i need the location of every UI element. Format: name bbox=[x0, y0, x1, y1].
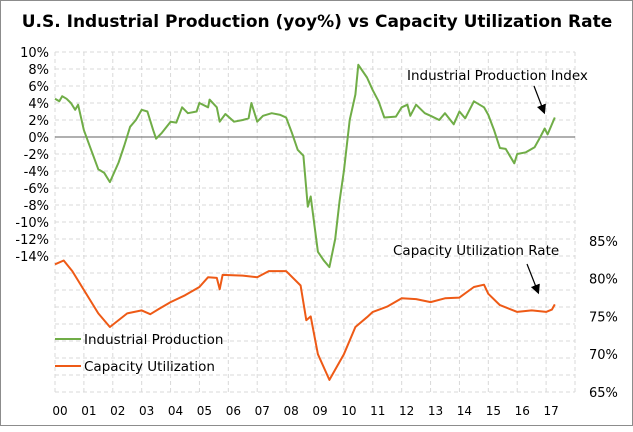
x-axis-tick-label: 06 bbox=[226, 404, 241, 418]
series-capacity-utilization bbox=[54, 259, 556, 381]
right-axis-tick-label: 75% bbox=[589, 310, 618, 325]
legend: Industrial Production Capacity Utilizati… bbox=[55, 332, 223, 375]
left-axis-tick-label: 10% bbox=[20, 46, 49, 61]
x-axis-tick-label: 09 bbox=[312, 404, 327, 418]
annotation-capacity-utilization: Capacity Utilization Rate bbox=[393, 243, 559, 259]
x-axis-tick-label: 12 bbox=[399, 404, 414, 418]
x-axis-tick-label: 02 bbox=[110, 404, 125, 418]
left-axis-tick-label: 4% bbox=[28, 97, 49, 112]
x-axis-tick-label: 10 bbox=[341, 404, 356, 418]
annotation-arrow-ip bbox=[533, 85, 546, 115]
left-axis-tick-label: 0% bbox=[28, 131, 49, 146]
x-axis-tick-label: 14 bbox=[457, 404, 472, 418]
series-industrial-production bbox=[54, 63, 556, 269]
left-axis-tick-label: -12% bbox=[15, 233, 49, 248]
left-axis-tick-label: -4% bbox=[24, 165, 49, 180]
legend-label-cu: Capacity Utilization bbox=[84, 359, 215, 375]
annotation-industrial-production: Industrial Production Index bbox=[407, 68, 588, 84]
x-axis-tick-label: 08 bbox=[283, 404, 298, 418]
x-axis-tick-label: 05 bbox=[197, 404, 212, 418]
x-axis-tick-label: 01 bbox=[81, 404, 96, 418]
x-axis-tick-label: 15 bbox=[486, 404, 501, 418]
left-axis-tick-label: -6% bbox=[24, 182, 49, 197]
left-axis-tick-label: 2% bbox=[28, 114, 49, 129]
right-axis-tick-label: 70% bbox=[589, 348, 618, 363]
x-axis-tick-label: 03 bbox=[139, 404, 154, 418]
x-axis-tick-label: 00 bbox=[52, 404, 67, 418]
left-axis-tick-label: -10% bbox=[15, 216, 49, 231]
right-axis-tick-label: 85% bbox=[589, 235, 618, 250]
left-axis-tick-label: -8% bbox=[24, 199, 49, 214]
x-axis-tick-label: 17 bbox=[543, 404, 558, 418]
annotation-arrow-cu bbox=[526, 263, 540, 295]
axes: 10% 8% 6% 4% 2% 0% -2% -4% -6% -8% -10% -12% -14% 85%… bbox=[15, 46, 618, 418]
series-lines bbox=[54, 63, 556, 381]
left-axis-tick-label: 8% bbox=[28, 63, 49, 78]
left-axis-tick-label: 6% bbox=[28, 80, 49, 95]
x-axis-tick-label: 11 bbox=[370, 404, 385, 418]
chart-title: U.S. Industrial Production (yoy%) vs Cap… bbox=[22, 12, 613, 32]
right-axis-tick-label: 80% bbox=[589, 273, 618, 288]
x-axis-tick-label: 16 bbox=[515, 404, 530, 418]
x-axis-tick-label: 13 bbox=[428, 404, 443, 418]
legend-label-ip: Industrial Production bbox=[84, 332, 223, 348]
left-axis-tick-label: -14% bbox=[15, 250, 49, 265]
x-axis-tick-label: 04 bbox=[168, 404, 183, 418]
left-axis-tick-label: -2% bbox=[24, 148, 49, 163]
x-axis-tick-label: 07 bbox=[255, 404, 270, 418]
right-axis-tick-label: 65% bbox=[589, 386, 618, 401]
